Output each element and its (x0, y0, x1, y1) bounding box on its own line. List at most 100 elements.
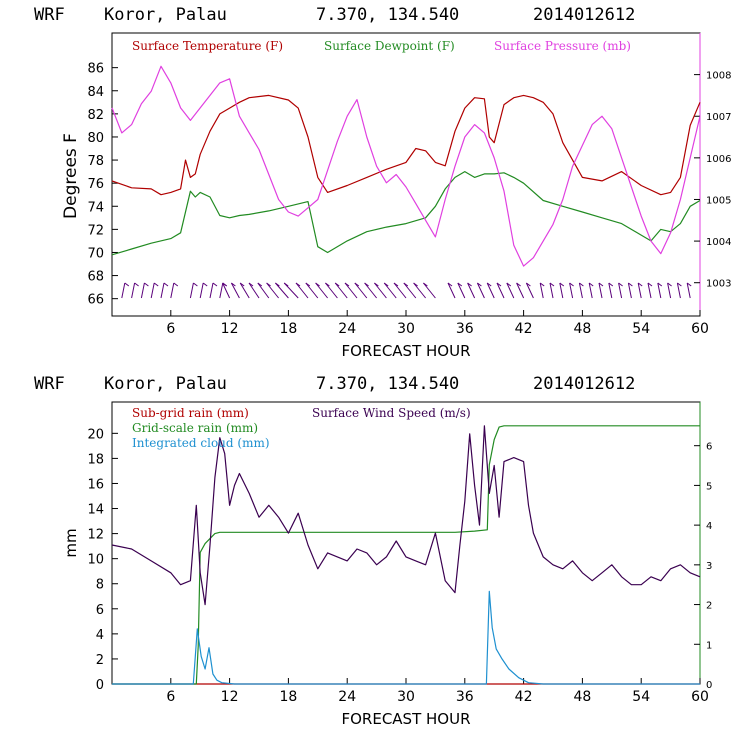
panel2-series-integrated-cloud (112, 590, 700, 685)
wind-barb (476, 282, 485, 299)
wind-barb (423, 282, 436, 299)
panel2-ytick-label: 2 (96, 653, 104, 668)
wind-barb (447, 282, 456, 299)
panel1-ytick-label: 78 (87, 154, 104, 169)
panel1-ytick-label: 72 (87, 223, 104, 238)
panel1-xlabel: FORECAST HOUR (341, 342, 470, 360)
panel2-init-time: 2014012612 (533, 374, 635, 394)
wind-barb (315, 282, 328, 299)
legend-surface-dewpoint: Surface Dewpoint (F) (324, 39, 455, 53)
panel2-xtick-label: 12 (221, 689, 239, 705)
wind-barb (559, 282, 565, 299)
panel2-xtick-label: 48 (573, 689, 591, 705)
panel1-xtick-label: 24 (338, 321, 356, 337)
panel2-ytick-label: 8 (96, 578, 104, 593)
wind-barb (549, 282, 555, 299)
panel1-frame (111, 32, 701, 317)
panel2-y2tick-label: 2 (706, 601, 712, 612)
wind-barb (189, 282, 198, 299)
panel2-xlabel: FORECAST HOUR (341, 710, 470, 728)
panel1-header: WRF Koror, Palau 7.370, 134.540 20140126… (34, 5, 635, 25)
panel1-xtick-label: 12 (221, 321, 239, 337)
wind-barb (627, 282, 633, 299)
wind-barb (150, 282, 159, 299)
legend-subgrid-rain: Sub-grid rain (mm) (132, 406, 249, 420)
panel2-xtick-label: 30 (397, 689, 415, 705)
panel2-xtick-label: 54 (632, 689, 650, 705)
panel2-series-grid-scale-rain (112, 425, 700, 685)
panel2-ytick-label: 20 (87, 427, 104, 442)
panel2-coords: 7.370, 134.540 (316, 374, 459, 394)
wind-barb (131, 282, 139, 299)
panel2-ytick-label: 4 (96, 628, 104, 643)
wind-barb (588, 282, 594, 299)
panel2-series-surface-wind-speed (111, 425, 701, 606)
wind-barb (525, 282, 534, 299)
panel1-y2tick-label: 1004 (706, 237, 731, 248)
panel1-y2tick-label: 1007 (706, 112, 731, 123)
wind-barb (686, 282, 692, 299)
panel1-xtick-label: 54 (632, 321, 650, 337)
wind-barb (305, 282, 319, 299)
wind-barb (383, 282, 397, 299)
wind-barb (275, 282, 289, 299)
wind-barb (364, 282, 377, 299)
wind-barb (209, 282, 218, 299)
panel2-xtick-label: 36 (456, 689, 474, 705)
legend-gridscale-rain: Grid-scale rain (mm) (132, 421, 258, 435)
wind-barb (248, 282, 260, 299)
wind-barb (486, 282, 495, 299)
panel2-ytick-label: 6 (96, 603, 104, 618)
wind-barb (239, 282, 250, 299)
legend-surface-pressure: Surface Pressure (mb) (494, 39, 631, 53)
wind-barb (295, 282, 309, 299)
wind-barb (413, 282, 426, 299)
panel2-ytick-label: 10 (87, 553, 104, 568)
panel1-ytick-label: 68 (87, 270, 104, 285)
panel1-xtick-label: 18 (279, 321, 297, 337)
wind-barb (403, 282, 417, 299)
panel1-ytick-label: 76 (87, 177, 104, 192)
wind-barb (598, 282, 604, 299)
panel2-y2tick-label: 1 (706, 640, 712, 651)
panel2-y2tick-label: 3 (706, 561, 712, 572)
panel1-y2tick-label: 1006 (706, 154, 731, 165)
panel2-y2tick-label: 6 (706, 442, 712, 453)
panel1-xtick-label: 42 (515, 321, 533, 337)
wind-barb (657, 282, 663, 299)
panel2-chart: 6 12 18 24 30 36 42 48 54 60024681012141618200123… (62, 401, 712, 728)
panel2-model: WRF (34, 374, 65, 394)
panel2-xtick-label: 6 (166, 689, 175, 705)
wind-barb (230, 282, 240, 299)
panel1-series-surface-pressure (111, 65, 701, 267)
panel1-ylabel: Degrees F (61, 133, 81, 219)
panel1-xtick-label: 36 (456, 321, 474, 337)
wind-barb (676, 282, 682, 299)
panel1-ytick-label: 82 (87, 108, 104, 123)
wind-barb (170, 282, 179, 299)
panel1-ytick-label: 70 (87, 246, 104, 261)
panel1-ticks: 6 12 18 24 30 36 42 48 54 60 66 68 70 72 74 76 78 80 82 84 8… (87, 62, 731, 337)
wind-barb (516, 282, 525, 299)
panel2-ytick-label: 18 (87, 452, 104, 467)
panel2-y2tick-label: 5 (706, 481, 712, 492)
panel2-header: WRF Koror, Palau 7.370, 134.540 20140126… (34, 374, 635, 394)
panel2-y2tick-label: 4 (706, 521, 712, 532)
panel1-ytick-label: 86 (87, 62, 104, 77)
wind-barb (457, 282, 466, 299)
legend-integrated-cloud: Integrated cloud (mm) (132, 436, 270, 450)
panel1-location: Koror, Palau (104, 5, 227, 25)
panel2-xtick-label: 24 (338, 689, 356, 705)
panel2-location: Koror, Palau (104, 374, 227, 394)
panel1-y2tick-label: 1008 (706, 71, 731, 82)
wind-barb (637, 282, 643, 299)
wind-barbs (121, 282, 692, 299)
wind-barb (334, 282, 348, 299)
panel1-series-surface-temperature (111, 94, 701, 196)
wind-barb (667, 282, 672, 299)
wind-barb (344, 282, 358, 299)
panel1-coords: 7.370, 134.540 (316, 5, 459, 25)
panel2-xtick-label: 42 (515, 689, 533, 705)
panel1-ytick-label: 66 (87, 293, 104, 308)
